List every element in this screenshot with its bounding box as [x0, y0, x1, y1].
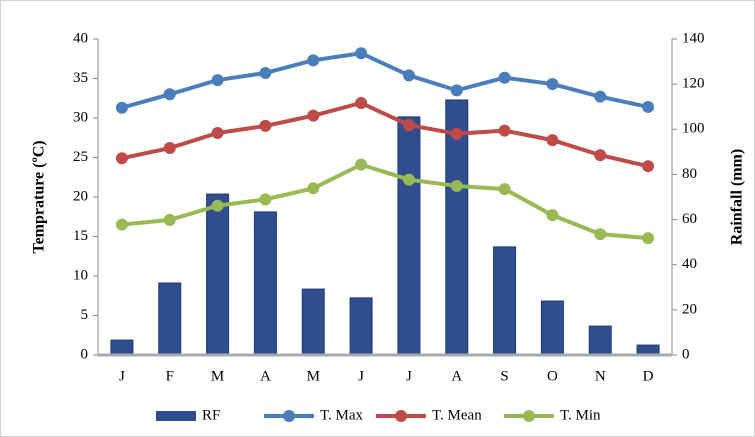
marker [594, 149, 607, 162]
legend-swatch [156, 411, 196, 421]
line [121, 162, 649, 241]
bar [349, 297, 373, 356]
marker [355, 47, 368, 60]
bar [301, 288, 325, 356]
marker [402, 119, 415, 132]
y2-tick-label: 100 [682, 121, 705, 137]
legend-marker [283, 410, 295, 422]
legend-label: RF [202, 407, 220, 423]
line [121, 51, 649, 110]
marker [259, 66, 272, 79]
x-tick-label: S [500, 368, 508, 384]
marker [546, 78, 559, 91]
marker [546, 209, 559, 222]
legend-label: T. Max [320, 407, 364, 423]
legend-label: T. Min [560, 407, 601, 423]
line [121, 100, 649, 169]
marker [211, 74, 224, 87]
marker [594, 90, 607, 103]
marker [498, 124, 511, 137]
y2-tick-label: 60 [682, 211, 697, 227]
legend-label: T. Mean [432, 407, 482, 423]
y2-tick-label: 20 [682, 301, 697, 317]
marker [259, 119, 272, 132]
y-axis-title: Temprature (ºC) [31, 140, 48, 253]
y2-tick-label: 0 [682, 346, 690, 362]
y-tick-label: 30 [73, 109, 88, 125]
y-tick-label: 0 [81, 346, 89, 362]
marker [546, 134, 559, 147]
x-tick-label: F [166, 368, 174, 384]
y-tick-label: 5 [81, 307, 89, 323]
y2-tick-label: 120 [682, 76, 705, 92]
marker [402, 69, 415, 82]
marker [211, 127, 224, 140]
marker [642, 100, 655, 113]
bar [206, 193, 230, 356]
y-tick-label: 10 [73, 267, 88, 283]
marker [642, 160, 655, 173]
marker [594, 228, 607, 241]
bar [588, 325, 612, 356]
y2-tick-label: 40 [682, 256, 697, 272]
marker [211, 199, 224, 212]
marker [163, 88, 176, 101]
marker [355, 96, 368, 109]
marker [115, 218, 128, 231]
x-tick-label: M [307, 368, 320, 384]
y2-tick-label: 140 [682, 30, 705, 46]
marker [115, 101, 128, 114]
legend-marker [395, 410, 407, 422]
marker [163, 142, 176, 155]
x-tick-label: M [211, 368, 224, 384]
y2-tick-label: 80 [682, 166, 697, 182]
marker [498, 71, 511, 84]
marker [115, 152, 128, 165]
bar [253, 211, 277, 356]
y-tick-label: 35 [73, 70, 88, 86]
x-tick-label: J [358, 368, 364, 384]
marker [307, 54, 320, 67]
bar [158, 282, 182, 356]
y-tick-label: 25 [73, 149, 88, 165]
x-tick-label: N [595, 368, 606, 384]
marker [450, 179, 463, 192]
bar [493, 246, 517, 356]
legend-marker [523, 410, 535, 422]
x-tick-label: A [451, 368, 462, 384]
marker [450, 127, 463, 140]
marker [498, 183, 511, 196]
marker [402, 173, 415, 186]
y2-axis-title: Rainfall (mm) [729, 149, 746, 245]
x-tick-label: D [643, 368, 654, 384]
bar [110, 339, 134, 356]
marker [642, 232, 655, 245]
x-tick-label: J [406, 368, 412, 384]
bar [540, 300, 564, 356]
marker [307, 109, 320, 122]
y-tick-label: 20 [73, 188, 88, 204]
x-tick-label: O [547, 368, 558, 384]
y-tick-label: 40 [73, 30, 88, 46]
marker [355, 158, 368, 171]
y-tick-label: 15 [73, 228, 88, 244]
marker [307, 182, 320, 195]
bar [397, 116, 421, 356]
x-tick-label: A [260, 368, 271, 384]
marker [450, 84, 463, 97]
marker [163, 213, 176, 226]
marker [259, 193, 272, 206]
x-tick-label: J [119, 368, 125, 384]
